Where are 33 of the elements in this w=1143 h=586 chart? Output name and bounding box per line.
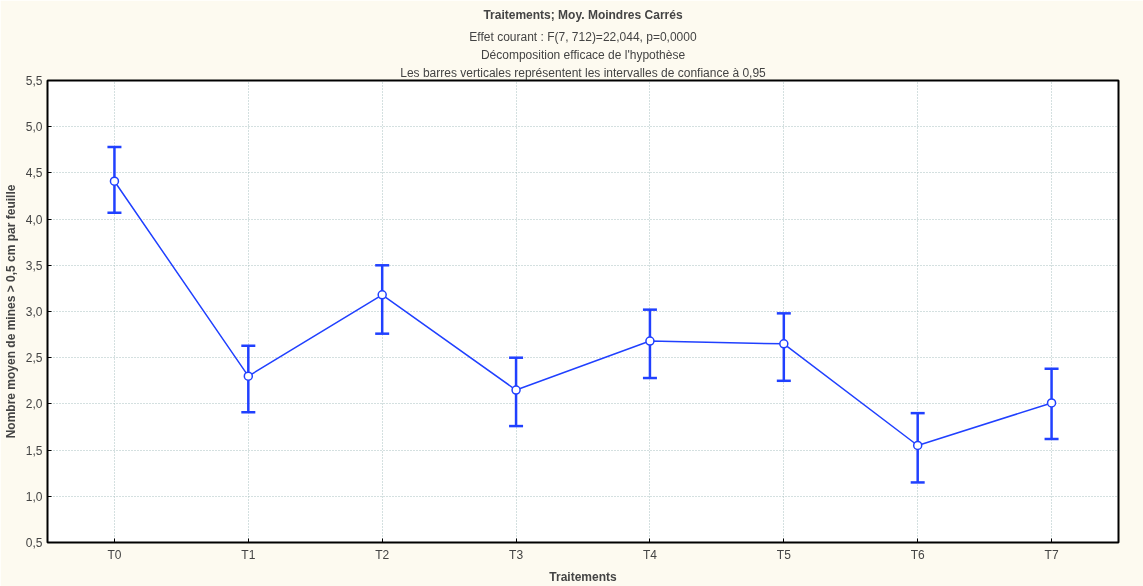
y-tick-label: 3,0 xyxy=(25,305,43,319)
x-tick-label: T5 xyxy=(776,547,792,562)
y-tick-label: 1,0 xyxy=(25,489,43,504)
point xyxy=(377,290,387,300)
point xyxy=(912,440,923,451)
y-tick-label: 5,5 xyxy=(25,74,43,88)
x-tick-label: T0 xyxy=(107,547,122,562)
y-tick-label: 4,0 xyxy=(25,212,43,227)
y-tick-label: 0,5 xyxy=(25,536,43,550)
y-tick-label: 1,5 xyxy=(25,443,43,458)
x-tick-label: T6 xyxy=(910,547,926,562)
y-tick-label: 4,5 xyxy=(25,166,43,181)
point xyxy=(1046,398,1057,408)
point xyxy=(779,339,789,349)
y-tick-label: 5,0 xyxy=(25,120,43,135)
text: Les barres verticales représentent les intervalles de confiance à 0,95 xyxy=(400,65,767,80)
point xyxy=(243,371,254,381)
x-axis-title: Traitements xyxy=(549,569,618,584)
point xyxy=(645,336,655,346)
y-tick-label: 2,0 xyxy=(25,397,43,412)
x-tick-label: T7 xyxy=(1044,547,1059,562)
chart-title: Traitements; Moy. Moindres Carrés xyxy=(483,7,683,22)
y-tick-label: 3,5 xyxy=(25,258,43,273)
point xyxy=(109,176,120,186)
y-axis-title: Nombre moyen de mines > 0,5 cm par feuille xyxy=(3,184,18,439)
chart-subtitle: Effet courant : F(7, 712)=22,044, p=0,0000 xyxy=(469,29,697,44)
x-tick-label: T1 xyxy=(241,547,256,562)
y-tick-label: 2,5 xyxy=(25,351,43,366)
x-tick-label: T4 xyxy=(642,547,658,562)
x-tick-label: T2 xyxy=(375,547,390,562)
x-tick-label: T3 xyxy=(509,547,524,562)
text: Décomposition efficace de l'hypothèse xyxy=(480,47,686,62)
point xyxy=(511,385,521,395)
